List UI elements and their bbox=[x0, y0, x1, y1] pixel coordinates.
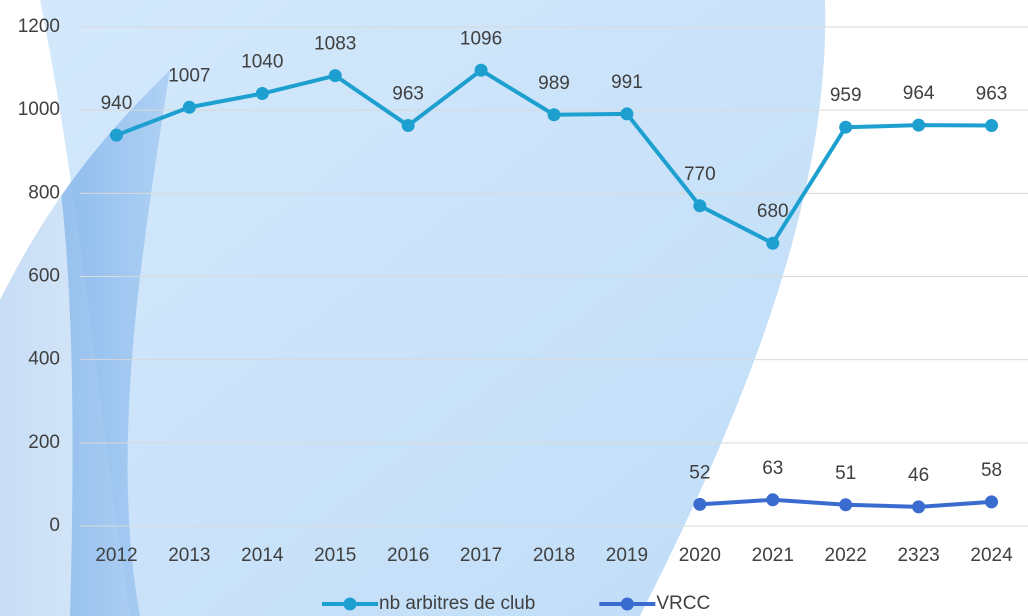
point bbox=[109, 128, 123, 142]
data-label: 963 bbox=[392, 84, 424, 105]
y-tick-label: 400 bbox=[28, 349, 60, 370]
point bbox=[985, 119, 999, 133]
x-tick-label: 2012 bbox=[95, 545, 137, 566]
data-label: 1007 bbox=[168, 65, 210, 86]
point bbox=[766, 236, 780, 250]
y-tick-label: 0 bbox=[49, 515, 60, 536]
point bbox=[839, 498, 853, 512]
x-tick-label: 2021 bbox=[752, 545, 794, 566]
x-tick-label: 2323 bbox=[897, 545, 939, 566]
data-label: 959 bbox=[830, 85, 862, 106]
point bbox=[401, 119, 415, 133]
data-label: 940 bbox=[101, 93, 133, 114]
legend-label: nb arbitres de club bbox=[379, 593, 535, 614]
background bbox=[0, 0, 826, 616]
data-label: 963 bbox=[976, 84, 1008, 105]
x-tick-label: 2014 bbox=[241, 545, 284, 566]
data-label: 989 bbox=[538, 73, 570, 94]
legend-marker bbox=[343, 597, 357, 611]
data-label: 58 bbox=[981, 460, 1002, 481]
point bbox=[693, 497, 707, 511]
x-tick-label: 2019 bbox=[606, 545, 648, 566]
point bbox=[912, 118, 926, 132]
data-label: 680 bbox=[757, 201, 789, 222]
y-tick-label: 800 bbox=[28, 182, 60, 203]
y-tick-label: 1000 bbox=[18, 99, 60, 120]
data-label: 46 bbox=[908, 465, 929, 486]
data-label: 52 bbox=[689, 462, 710, 483]
legend-marker bbox=[620, 597, 634, 611]
data-label: 1040 bbox=[241, 52, 283, 73]
point bbox=[693, 199, 707, 213]
data-label: 964 bbox=[903, 83, 935, 104]
point bbox=[912, 500, 926, 514]
point bbox=[839, 120, 853, 134]
data-label: 770 bbox=[684, 164, 716, 185]
y-tick-label: 600 bbox=[28, 266, 60, 287]
data-label: 991 bbox=[611, 72, 643, 93]
x-tick-label: 2018 bbox=[533, 545, 575, 566]
data-label: 51 bbox=[835, 463, 856, 484]
x-tick-label: 2017 bbox=[460, 545, 502, 566]
point bbox=[985, 495, 999, 509]
point bbox=[547, 108, 561, 122]
point bbox=[182, 100, 196, 114]
x-tick-label: 2015 bbox=[314, 545, 356, 566]
data-label: 1083 bbox=[314, 34, 356, 55]
plot: 940 1007 1040 1083 963 1096 989 991 770 680 959 964… bbox=[101, 28, 1008, 514]
legend: nb arbitres de club VRCC bbox=[322, 593, 710, 614]
x-tick-label: 2013 bbox=[168, 545, 210, 566]
point bbox=[766, 493, 780, 507]
data-label: 63 bbox=[762, 458, 783, 479]
x-tick-label: 2022 bbox=[825, 545, 867, 566]
x-tick-label: 2016 bbox=[387, 545, 429, 566]
point bbox=[328, 69, 342, 83]
x-tick-label: 2020 bbox=[679, 545, 721, 566]
y-tick-label: 1200 bbox=[18, 16, 60, 37]
data-label: 1096 bbox=[460, 28, 502, 49]
legend-label: VRCC bbox=[656, 593, 710, 614]
y-tick-label: 200 bbox=[28, 432, 60, 453]
x-tick-label: 2024 bbox=[970, 545, 1013, 566]
axes: 0 200 400 600 800 1000 1200 2012 2013 2014 2015 201… bbox=[18, 16, 1028, 566]
point bbox=[620, 107, 634, 121]
point bbox=[474, 63, 488, 77]
point bbox=[255, 87, 269, 101]
